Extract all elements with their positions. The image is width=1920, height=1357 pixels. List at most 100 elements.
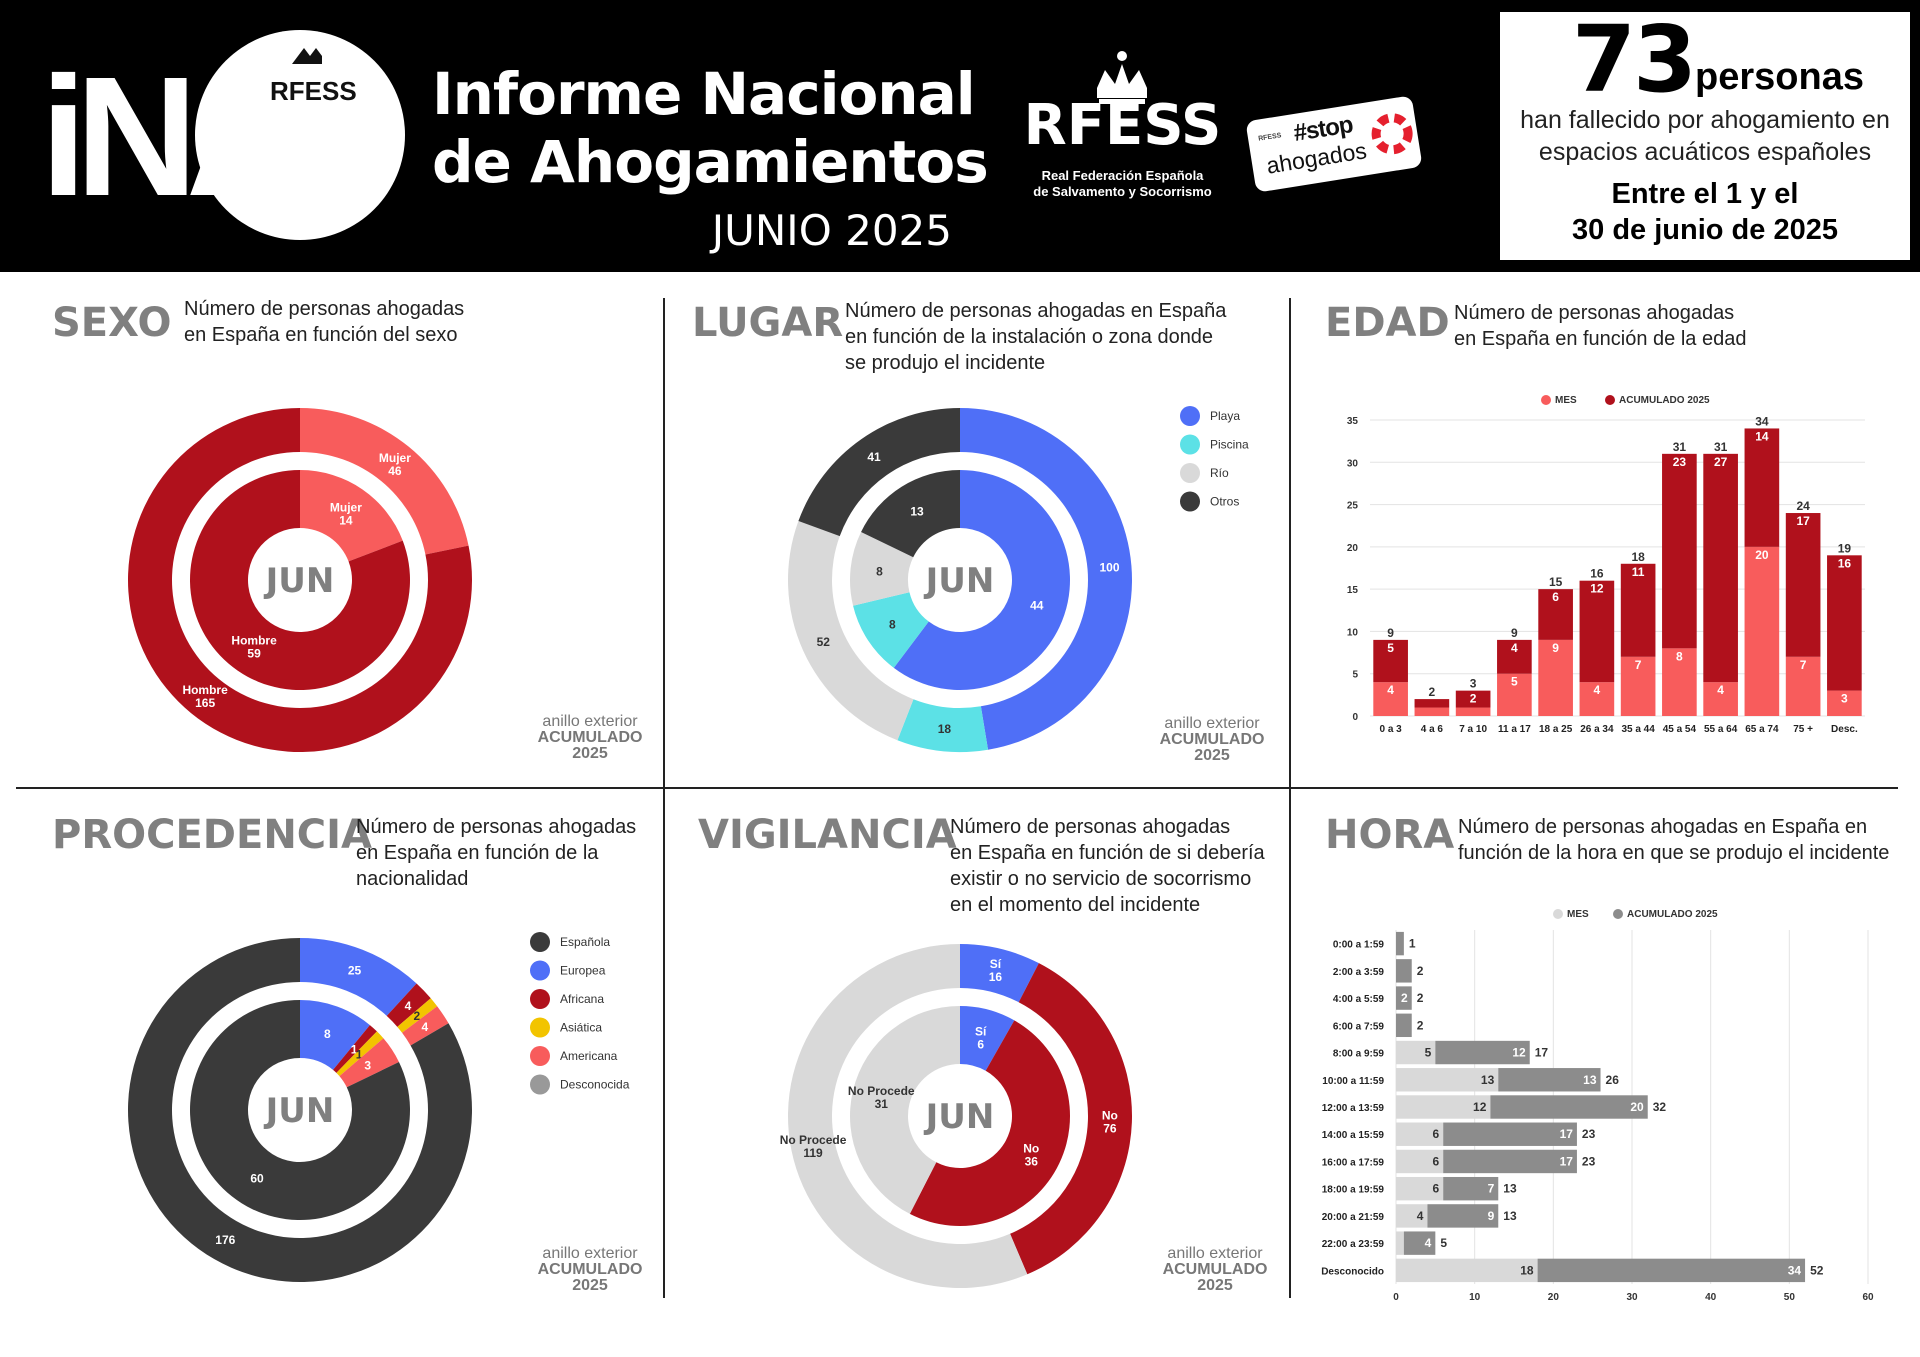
bar-label-mes-16-00-a-17-59: 6 <box>1433 1154 1440 1168</box>
bar-label-mes-desc-: 3 <box>1841 692 1848 706</box>
divider-vertical-2 <box>1289 298 1291 1298</box>
bar-label-mes-12-00-a-13-59: 12 <box>1473 1100 1487 1114</box>
x-tick-label: 50 <box>1784 1292 1796 1303</box>
inner-ring-slice-rio <box>850 531 914 606</box>
inner-ring-value-espanola: 60 <box>250 1172 264 1186</box>
bar-mes-20-00-a-21-59 <box>1396 1204 1428 1228</box>
bar-label-acumulado-0-a-3: 5 <box>1387 641 1394 655</box>
outer-ring-label-mujer: Mujer <box>379 451 411 465</box>
outer-ring-label-no: No <box>1102 1109 1118 1123</box>
bar-label-acumulado-18-00-a-19-59: 7 <box>1488 1182 1495 1196</box>
legend-swatch-desconocida <box>530 1074 550 1095</box>
bar-label-mes-18-a-25: 9 <box>1552 641 1559 655</box>
panel-desc-hora: Número de personas ahogadas en España en… <box>1458 814 1889 866</box>
panel-desc-sexo-line1: Número de personas ahogadas <box>184 298 465 320</box>
inner-ring-label-mujer: Mujer <box>330 500 362 514</box>
center-label: JUN <box>924 1097 995 1137</box>
bar-acumulado-45-a-54 <box>1662 453 1697 649</box>
x-tick-label-65-a-74: 65 a 74 <box>1745 724 1779 735</box>
legend-label-americana: Americana <box>560 1049 618 1063</box>
bar-acumulado-11-a-17 <box>1497 639 1532 674</box>
outer-ring-value-rio: 52 <box>817 635 831 649</box>
inner-ring-value-europea: 8 <box>324 1027 331 1041</box>
bar-label-mes-0-a-3: 4 <box>1387 683 1394 697</box>
bar-acumulado-65-a-74 <box>1744 428 1780 547</box>
bar-total-8-00-a-9-59: 17 <box>1535 1046 1549 1060</box>
bar-acumulado-desconocido <box>1537 1258 1806 1283</box>
x-tick-label-26-a-34: 26 a 34 <box>1580 724 1614 735</box>
bar-mes-35-a-44 <box>1620 656 1656 716</box>
inner-ring-value-playa: 44 <box>1030 599 1044 613</box>
panel-desc-vigilancia-line2: en España en función de si debería <box>950 842 1265 864</box>
panel-desc-procedencia-line3: nacionalidad <box>356 868 469 890</box>
inner-ring-label-si: Sí <box>975 1025 987 1039</box>
ring-note-line2: ACUMULADO <box>1162 1261 1268 1278</box>
bar-label-mes-18-00-a-19-59: 6 <box>1433 1182 1440 1196</box>
bar-total-26-a-34: 16 <box>1590 567 1604 581</box>
bar-acumulado-20-00-a-21-59 <box>1427 1204 1499 1228</box>
counter-text-line1: han fallecido por ahogamiento en <box>1520 106 1890 134</box>
inner-ring-value-asiatica: 1 <box>356 1048 363 1062</box>
bar-mes-14-00-a-15-59 <box>1396 1122 1444 1146</box>
inner-ring-value-africana: 1 <box>351 1043 358 1057</box>
panel-desc-edad: Número de personas ahogadas en España en… <box>1454 300 1746 352</box>
y-tick-label: 15 <box>1347 585 1359 596</box>
outer-ring-slice-otros <box>798 408 960 537</box>
legend-swatch-africana <box>530 989 550 1009</box>
bar-mes-8-00-a-9-59 <box>1396 1040 1436 1065</box>
y-tick-label-2-00-a-3-59: 2:00 a 3:59 <box>1333 967 1385 978</box>
bar-acumulado-12-00-a-13-59 <box>1490 1095 1648 1119</box>
stop-ahogados-badge: RFESS #stop ahogados <box>1245 95 1423 193</box>
bar-total-12-00-a-13-59: 32 <box>1653 1100 1667 1114</box>
bar-total-0-00-a-1-59: 1 <box>1409 937 1416 951</box>
bar-acumulado-10-00-a-11-59 <box>1498 1068 1601 1092</box>
bar-label-acumulado-10-00-a-11-59: 13 <box>1583 1073 1597 1087</box>
ring-note-line2: ACUMULADO <box>537 1261 643 1278</box>
panel-title-procedencia: PROCEDENCIA <box>52 812 372 858</box>
bar-label-acumulado-35-a-44: 11 <box>1632 565 1645 579</box>
panel-title-vigilancia: VIGILANCIA <box>698 812 957 858</box>
bar-label-acumulado-4-00-a-5-59: 2 <box>1401 991 1408 1005</box>
legend-swatch-acumulado-2025 <box>1613 909 1623 919</box>
ring-note-line1: anillo exterior <box>542 1245 638 1262</box>
legend-label-otros: Otros <box>1210 495 1239 509</box>
panel-desc-edad-line1: Número de personas ahogadas <box>1454 302 1735 324</box>
bar-mes-desconocido <box>1396 1258 1538 1283</box>
outer-ring-slice-mujer <box>300 408 469 555</box>
ring-note-sexo: anillo exterior ACUMULADO 2025 <box>520 714 660 762</box>
counter-date-line1: Entre el 1 y el <box>1611 178 1799 210</box>
outer-ring-slice-rio <box>788 521 914 741</box>
legend-swatch-mes <box>1541 395 1551 405</box>
title-box: Informe Nacional de Ahogamientos JUNIO 2… <box>432 60 989 260</box>
counter-unit: personas <box>1695 56 1864 98</box>
x-tick-label-18-a-25: 18 a 25 <box>1539 724 1573 735</box>
legend-label-asiatica: Asiática <box>560 1021 602 1035</box>
bar-mes-4-a-6 <box>1414 707 1450 716</box>
legend-swatch-europea <box>530 960 550 981</box>
bar-acumulado-7-a-10 <box>1455 690 1491 708</box>
org-full-line2: de Salvamento y Socorrismo <box>1033 184 1212 199</box>
bar-label-mes-55-a-64: 4 <box>1717 683 1724 697</box>
y-tick-label: 20 <box>1347 543 1359 554</box>
panel-desc-lugar-line1: Número de personas ahogadas en España <box>845 300 1227 322</box>
panel-title-edad: EDAD <box>1325 300 1450 346</box>
report-month: JUNIO 2025 <box>711 206 952 255</box>
x-tick-label-4-a-6: 4 a 6 <box>1421 724 1444 735</box>
report-title-line1: Informe Nacional <box>432 60 976 128</box>
inner-ring-slice-hombre <box>190 470 410 690</box>
panel-desc-lugar-line3: se produjo el incidente <box>845 352 1046 374</box>
outer-ring-slice-africana <box>386 983 431 1027</box>
legend-swatch-otros <box>1180 491 1200 512</box>
panel-desc-procedencia-line1: Número de personas ahogadas <box>356 816 637 838</box>
bar-label-acumulado-26-a-34: 12 <box>1590 582 1604 596</box>
bar-label-acumulado-75-: 17 <box>1796 514 1810 528</box>
bar-acumulado-14-00-a-15-59 <box>1443 1122 1577 1146</box>
y-tick-label-6-00-a-7-59: 6:00 a 7:59 <box>1333 1021 1385 1032</box>
outer-ring-value-espanola: 176 <box>215 1233 235 1247</box>
legend-label-rio: Río <box>1210 466 1229 480</box>
y-tick-label-desconocido: Desconocido <box>1321 1266 1384 1277</box>
x-tick-label-11-a-17: 11 a 17 <box>1498 724 1531 735</box>
bar-label-acumulado-desc-: 16 <box>1838 556 1852 570</box>
outer-ring-value-si: 16 <box>989 970 1003 984</box>
